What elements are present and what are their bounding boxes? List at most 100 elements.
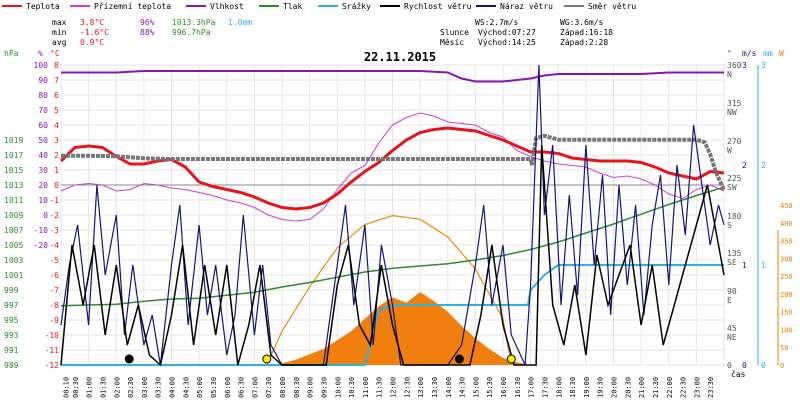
tick-w: 200: [780, 291, 793, 299]
tick-temp: -9: [49, 316, 59, 325]
tick-hpa: 1005: [4, 241, 23, 250]
legend-label: Srážky: [342, 2, 371, 11]
stats-sun-label: Slunce: [440, 28, 469, 37]
tick-dir: 45: [727, 324, 737, 333]
tick-mm: 3: [761, 61, 766, 70]
tick-mm: 1: [761, 261, 766, 270]
tick-pct: 0: [43, 211, 48, 220]
stats-wg: WG:3.6m/s: [560, 18, 604, 27]
sunset-marker: [506, 354, 516, 364]
tick-temp: -3: [49, 226, 59, 235]
series-solar-theoretical: [266, 214, 512, 366]
tick-x: 23:00: [693, 377, 701, 398]
tick-pct: 90: [38, 76, 48, 85]
tick-dir-compass: SE: [727, 258, 737, 267]
stats-max-label: max: [52, 18, 67, 27]
series-ground-temp: [60, 112, 725, 222]
tick-x: 17:30: [541, 377, 549, 398]
tick-mm: 2: [761, 161, 766, 170]
tick-x: 22:00: [666, 377, 674, 398]
moonrise-marker: [454, 354, 464, 364]
tick-pct: 30: [38, 166, 48, 175]
tick-x: 13:30: [431, 377, 439, 398]
legend-label: Směr větru: [588, 2, 636, 11]
stats-min-hum: 88%: [140, 28, 155, 37]
tick-temp: -1: [49, 196, 59, 205]
legend-label: Rychlost větru: [404, 2, 472, 11]
tick-x: 10:30: [348, 377, 356, 398]
tick-temp: 5: [54, 106, 59, 115]
tick-hpa: 1019: [4, 136, 23, 145]
series-wind-speed: [60, 144, 725, 367]
tick-x: 09:30: [320, 377, 328, 398]
legend-label: Teplota: [26, 2, 60, 11]
stats-moon-rise: Východ:14:25: [478, 38, 536, 47]
tick-w: 100: [780, 326, 793, 334]
moonset-marker: [124, 354, 134, 364]
tick-pct: 40: [38, 151, 48, 160]
series-wind-gust: [60, 64, 725, 366]
axis-unit-deg: °: [727, 49, 732, 58]
tick-temp: -7: [49, 286, 59, 295]
tick-dir-compass: S: [727, 221, 732, 230]
axis-unit-pct: %: [38, 49, 43, 58]
stats-moon-label: Měsíc: [440, 38, 464, 47]
stats-sun-rise: Východ:07:27: [478, 28, 536, 37]
legend-label: Náraz větru: [500, 2, 553, 11]
stats-min-label: min: [52, 28, 67, 37]
tick-temp: -10: [45, 331, 60, 340]
tick-x: 14:00: [445, 377, 453, 398]
tick-dir-compass: NE: [727, 333, 737, 342]
tick-w: 50: [780, 344, 788, 352]
tick-mm: 0: [761, 361, 766, 370]
tick-x: 04:00: [169, 377, 177, 398]
tick-x: 07:30: [265, 377, 273, 398]
stats-avg-label: avg: [52, 38, 67, 47]
tick-hpa: 1013: [4, 181, 23, 190]
tick-temp: -12: [45, 361, 60, 370]
tick-hpa: 1015: [4, 166, 23, 175]
tick-temp: -5: [49, 256, 59, 265]
tick-x: 20:30: [624, 377, 632, 398]
tick-x: 16:00: [500, 377, 508, 398]
tick-temp: -2: [49, 211, 59, 220]
tick-x: 04:30: [182, 377, 190, 398]
tick-pct: 50: [38, 136, 48, 145]
tick-temp: 4: [54, 121, 59, 130]
tick-temp: -8: [49, 301, 59, 310]
tick-temp: -11: [45, 346, 60, 355]
tick-x: 20:00: [611, 377, 619, 398]
tick-w: 150: [780, 309, 793, 317]
tick-hpa: 1001: [4, 271, 23, 280]
tick-pct: 20: [38, 181, 48, 190]
tick-dir: 90: [727, 287, 737, 296]
tick-x: 23:30: [707, 377, 715, 398]
tick-dir-compass: NW: [727, 108, 737, 117]
tick-pct: -20: [34, 241, 49, 250]
tick-x: 01:00: [86, 377, 94, 398]
axis-unit-ms: m/s: [742, 49, 757, 58]
tick-x: 16:30: [514, 377, 522, 398]
tick-hpa: 1007: [4, 226, 23, 235]
tick-x: 19:00: [583, 377, 591, 398]
tick-ms: 2: [742, 161, 747, 170]
tick-x: 06:30: [238, 377, 246, 398]
tick-x: 17:00: [528, 377, 536, 398]
tick-hpa: 997: [4, 301, 19, 310]
tick-hpa: 1009: [4, 211, 23, 220]
tick-ms: 1: [742, 261, 747, 270]
legend: Teplota Přízemní teplota Vlhkost Tlak Srážky…: [2, 2, 636, 11]
tick-w: 250: [780, 273, 793, 281]
tick-dir-compass: E: [727, 296, 732, 305]
tick-hpa: 1017: [4, 151, 23, 160]
tick-hpa: 995: [4, 316, 19, 325]
tick-x: 10:00: [334, 377, 342, 398]
tick-x: 05:00: [196, 377, 204, 398]
tick-x: 19:30: [597, 377, 605, 398]
tick-x: 15:00: [472, 377, 480, 398]
tick-x: 00:30: [72, 377, 80, 398]
tick-dir-compass: W: [727, 146, 732, 155]
tick-x: 02:30: [127, 377, 135, 398]
